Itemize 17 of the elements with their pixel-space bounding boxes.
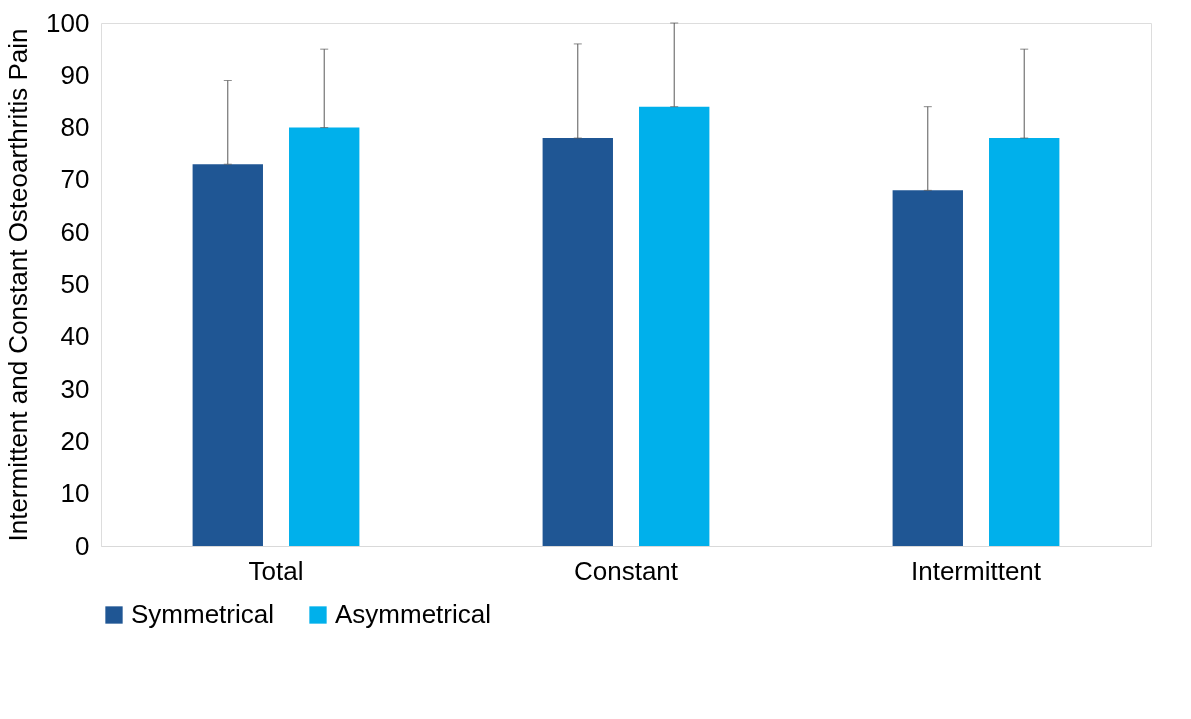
y-tick-label: 50 [60,269,90,299]
x-tick-label: Constant [573,555,679,586]
x-tick-label: Total [248,555,304,586]
legend-label: Asymmetrical [335,599,492,629]
y-tick-label: 0 [75,530,90,561]
y-tick-label: 40 [60,321,90,352]
y-tick-label: 20 [60,425,90,456]
x-tick-label: Intermittent [910,555,1042,586]
y-axis-title: Intermittent and Constant Osteoarthritis Pain [3,28,34,542]
y-tick-label: 60 [60,216,90,247]
y-tick-label: 10 [60,478,90,509]
y-tick-label: 70 [60,164,90,195]
y-tick-label: 90 [60,59,90,90]
y-tick-label: 30 [60,373,90,404]
legend-label: Symmetrical [131,599,275,629]
y-tick-label: 80 [60,112,90,143]
y-tick-label: 100 [46,7,90,38]
